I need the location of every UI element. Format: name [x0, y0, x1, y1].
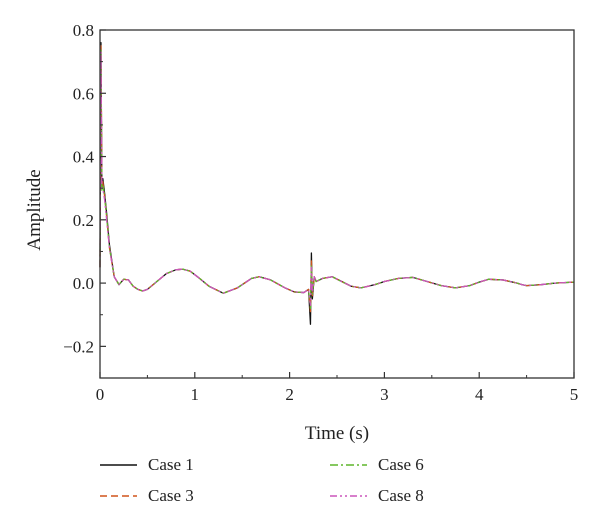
y-tick-label: 0.4 [73, 148, 95, 167]
legend-label: Case 6 [378, 455, 424, 474]
x-tick-label: 0 [96, 385, 105, 404]
x-tick-label: 2 [285, 385, 294, 404]
x-axis: 0 1 2 3 4 5 [96, 372, 579, 404]
plot-frame [99, 29, 575, 379]
plot-series [99, 42, 575, 325]
series-line-case-1 [99, 42, 575, 325]
x-axis-title: Time (s) [305, 423, 369, 444]
legend-label: Case 8 [378, 486, 424, 505]
y-tick-label: 0.6 [73, 84, 94, 103]
y-tick-label: 0.0 [73, 274, 94, 293]
y-tick-label: −0.2 [63, 337, 94, 356]
x-tick-label: 4 [475, 385, 484, 404]
x-tick-label: 3 [380, 385, 389, 404]
x-tick-label: 1 [191, 385, 200, 404]
y-axis: −0.2 0.0 0.2 0.4 0.6 0.8 [63, 21, 106, 379]
y-axis-title: Amplitude [24, 169, 45, 250]
legend: Case 1 Case 3 Case 6 Case 8 [100, 455, 424, 505]
series-line-case-4 [99, 51, 575, 306]
legend-label: Case 1 [148, 455, 194, 474]
legend-label: Case 3 [148, 486, 194, 505]
y-tick-label: 0.8 [73, 21, 94, 40]
series-line-case-3 [99, 48, 575, 310]
x-tick-label: 5 [570, 385, 579, 404]
y-tick-label: 0.2 [73, 211, 94, 230]
